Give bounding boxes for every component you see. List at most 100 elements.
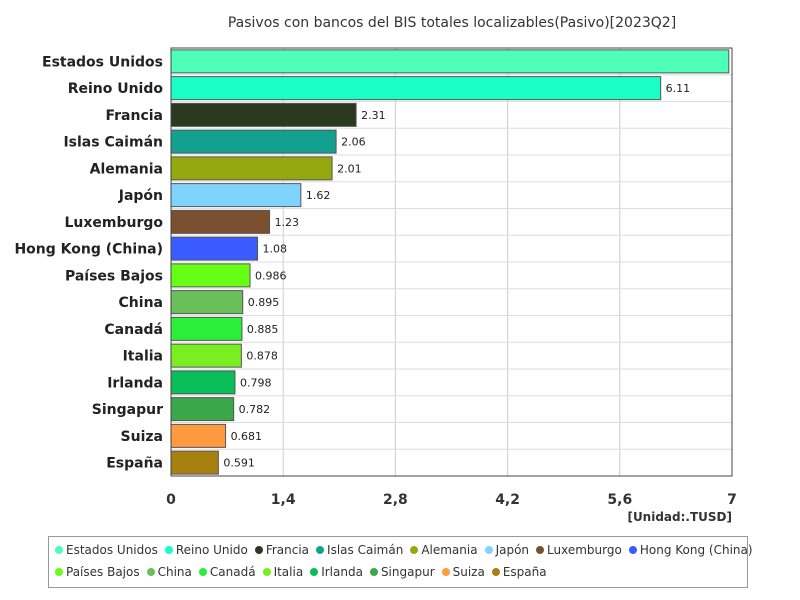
legend-swatch xyxy=(55,568,63,576)
value-label: 6.11 xyxy=(666,82,691,95)
legend-item: Luxemburgo xyxy=(536,543,622,557)
legend-label: Estados Unidos xyxy=(66,543,158,557)
bar xyxy=(170,450,219,475)
legend-row-1: Estados Unidos Reino Unido Francia Islas Ca… xyxy=(55,543,760,557)
x-tick-label: 0 xyxy=(166,492,176,508)
legend-label: Suiza xyxy=(452,565,485,579)
chart-title: Pasivos con bancos del BIS totales local… xyxy=(228,15,676,31)
bar xyxy=(170,236,259,261)
legend: Estados Unidos Reino Unido Francia Islas Ca… xyxy=(48,536,753,588)
value-label: 1.23 xyxy=(275,216,300,229)
legend-swatch xyxy=(146,568,155,576)
legend-item: Reino Unido xyxy=(164,543,248,557)
value-label: 0.895 xyxy=(248,296,279,309)
legend-label: España xyxy=(502,565,547,579)
legend-label: Japón xyxy=(495,543,530,557)
legend-swatch xyxy=(484,546,493,554)
value-label: 1.62 xyxy=(306,189,331,202)
legend-item: España xyxy=(491,565,547,579)
legend-item: China xyxy=(146,565,192,579)
category-label: China xyxy=(119,295,163,311)
legend-swatch xyxy=(316,546,325,554)
legend-swatch xyxy=(491,568,500,576)
legend-label: Irlanda xyxy=(321,565,363,579)
category-label: Islas Caimán xyxy=(63,135,163,151)
legend-label: China xyxy=(157,565,192,579)
category-label: Estados Unidos xyxy=(42,54,163,70)
legend-swatch xyxy=(198,568,207,576)
x-tick-label: 1,4 xyxy=(271,492,296,508)
legend-swatch xyxy=(441,568,450,576)
legend-label: Singapur xyxy=(380,565,435,579)
category-label: Japón xyxy=(118,188,163,204)
category-label: España xyxy=(106,456,163,472)
bar xyxy=(170,209,271,234)
legend-label: Canadá xyxy=(209,565,256,579)
bar xyxy=(170,263,251,288)
legend-item: Suiza xyxy=(441,565,485,579)
category-label: Suiza xyxy=(121,429,163,445)
legend-item: Canadá xyxy=(198,565,256,579)
value-label: 2.06 xyxy=(341,136,366,149)
legend-swatch xyxy=(55,546,63,554)
category-label: Reino Unido xyxy=(68,81,164,97)
x-tick-label: 4,2 xyxy=(495,492,520,508)
legend-label: Islas Caimán xyxy=(327,543,404,557)
x-tick-label: 2,8 xyxy=(383,492,408,508)
value-label: 2.31 xyxy=(361,109,386,122)
value-label: 1.08 xyxy=(263,243,288,256)
bar xyxy=(170,290,244,315)
legend-swatch xyxy=(628,546,637,554)
legend-item: Italia xyxy=(262,565,304,579)
x-tick-label: 5,6 xyxy=(607,492,632,508)
bar xyxy=(170,129,337,154)
bar xyxy=(170,76,662,101)
legend-item: Estados Unidos xyxy=(55,543,158,557)
legend-item: Islas Caimán xyxy=(316,543,403,557)
value-label: 0.591 xyxy=(223,457,255,470)
bar xyxy=(170,343,242,368)
bar xyxy=(170,49,730,74)
bar xyxy=(170,316,243,341)
bar xyxy=(170,156,333,181)
legend-item: Alemania xyxy=(410,543,478,557)
legend-label: Reino Unido xyxy=(175,543,248,557)
value-label: 0.782 xyxy=(239,403,270,416)
legend-label: Alemania xyxy=(421,543,478,557)
category-label: Francia xyxy=(105,108,163,124)
legend-row-2: Países Bajos China Canadá Italia Irlanda Sing… xyxy=(55,565,554,579)
legend-label: Países Bajos xyxy=(66,565,140,579)
legend-item: Irlanda xyxy=(310,565,363,579)
value-label: 0.878 xyxy=(246,350,277,363)
bar xyxy=(170,183,302,208)
legend-item: Hong Kong (China) xyxy=(628,543,753,557)
bar xyxy=(170,423,227,448)
category-label: Hong Kong (China) xyxy=(14,242,163,258)
legend-item: Países Bajos xyxy=(55,565,140,579)
legend-label: Francia xyxy=(265,543,310,557)
unit-label: [Unidad:.TUSD] xyxy=(627,510,732,524)
category-label: Irlanda xyxy=(107,375,163,391)
value-label: 0.986 xyxy=(255,269,287,282)
value-label: 0.681 xyxy=(231,430,262,443)
x-tick-labels: 0 1,4 2,8 4,2 5,6 7 xyxy=(166,492,737,508)
legend-swatch xyxy=(369,568,378,576)
plot-frame xyxy=(170,47,733,477)
category-label: Alemania xyxy=(90,161,163,177)
legend-swatch xyxy=(410,546,419,554)
legend-swatch xyxy=(164,546,173,554)
value-label: 0.885 xyxy=(247,323,279,336)
legend-label: Luxemburgo xyxy=(547,543,622,557)
category-label: Países Bajos xyxy=(65,268,163,284)
legend-swatch xyxy=(310,568,319,576)
legend-label: Hong Kong (China) xyxy=(639,543,753,557)
category-labels: Estados Unidos Reino Unido Francia Islas Ca… xyxy=(14,54,163,471)
legend-label: Italia xyxy=(273,565,304,579)
bar xyxy=(170,370,236,395)
legend-item: Japón xyxy=(484,543,530,557)
legend-swatch xyxy=(262,568,271,576)
legend-item: Francia xyxy=(254,543,310,557)
x-tick-label: 7 xyxy=(727,492,737,508)
bar xyxy=(170,397,235,422)
